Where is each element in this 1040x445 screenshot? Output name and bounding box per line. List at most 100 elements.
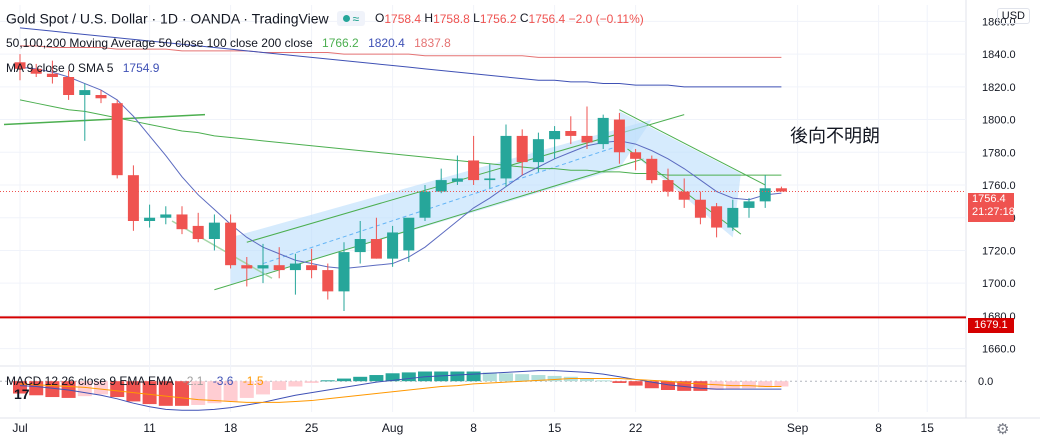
candle <box>613 113 625 164</box>
macd-histogram-bar <box>320 380 335 382</box>
candle <box>549 126 561 159</box>
wave-icon: ≈ <box>352 11 360 26</box>
down-channel-upper <box>619 109 766 186</box>
candle-body <box>176 214 188 230</box>
macd-histogram-bar <box>401 372 416 382</box>
candle <box>144 204 156 228</box>
trendline-lower-left <box>171 220 273 279</box>
candle-body <box>711 206 723 228</box>
macd-zero-label: 0.0 <box>978 376 993 388</box>
candle-body <box>127 175 139 221</box>
candle <box>79 83 91 141</box>
candle <box>743 198 755 218</box>
macd-histogram-bar <box>709 381 724 390</box>
macd-histogram-bar <box>531 375 546 382</box>
candle-body <box>225 222 237 266</box>
candle <box>306 248 318 279</box>
candle-body <box>111 103 123 176</box>
candle-body <box>630 152 642 159</box>
change-value: −2.0 (−0.11%) <box>568 11 644 26</box>
macd-histogram-bar <box>628 381 643 386</box>
candle-body <box>241 265 253 269</box>
candle-body <box>387 232 399 259</box>
y-tick-label: 1660.0 <box>982 344 1016 356</box>
candle <box>435 168 447 194</box>
candle-body <box>306 265 318 271</box>
macd-histogram-bar <box>272 381 287 390</box>
symbol-title[interactable]: Gold Spot / U.S. Dollar · 1D · OANDA · T… <box>6 10 329 27</box>
last-price: 1756.4 <box>972 193 1006 205</box>
candle <box>387 225 399 267</box>
candle <box>370 217 382 259</box>
macd-histogram-bar <box>353 376 368 382</box>
candle-body <box>500 135 512 179</box>
gear-icon[interactable]: ⚙ <box>996 421 1010 438</box>
x-tick-label: Sep <box>787 421 809 435</box>
macd-histogram-bar <box>644 381 659 389</box>
macd-histogram-bar <box>547 375 562 382</box>
ohlc-values: O1758.4 H1758.8 L1756.2 C1756.4 −2.0 (−0… <box>375 10 644 26</box>
candle <box>338 242 350 311</box>
price-axis <box>966 0 1040 445</box>
chart-annotation: 後向不明朗 <box>790 126 880 146</box>
candle <box>273 247 285 279</box>
candle <box>289 253 301 295</box>
candle-body <box>46 73 58 77</box>
x-tick-label: 8 <box>470 421 477 435</box>
candle-body <box>613 119 625 153</box>
candle <box>192 212 204 243</box>
candle-body <box>662 180 674 192</box>
candle <box>176 206 188 235</box>
y-tick-label: 1720.0 <box>982 245 1016 257</box>
macd-histogram-bar <box>661 381 675 390</box>
candle-body <box>338 252 350 292</box>
x-tick-label: 11 <box>143 421 156 435</box>
candle <box>532 132 544 172</box>
y-tick-label: 1840.0 <box>982 49 1016 61</box>
macd-histogram-bar <box>223 381 238 402</box>
signal-line <box>19 378 782 403</box>
candle-body <box>597 117 609 145</box>
last-price-tag: 1756.4 21:27:18 <box>968 193 1015 222</box>
macd-histogram-bar <box>693 381 708 391</box>
tradingview-logo: 17 <box>14 386 30 402</box>
currency-selector[interactable]: USD <box>996 8 1030 24</box>
symbol-header: Gold Spot / U.S. Dollar · 1D · OANDA · T… <box>6 9 644 26</box>
market-status-dot <box>342 15 350 23</box>
macd-histogram-bar <box>612 381 627 383</box>
ma200-line <box>20 45 782 58</box>
candle <box>30 63 42 77</box>
candle <box>678 178 690 208</box>
candle <box>597 114 609 149</box>
candle-body <box>451 178 463 182</box>
y-tick-label: 1700.0 <box>982 278 1016 290</box>
candle-body <box>370 239 382 259</box>
candle <box>581 106 593 149</box>
candle-body <box>419 191 431 218</box>
candle-body <box>403 217 415 251</box>
symbol-pill[interactable]: ≈ <box>336 10 366 26</box>
macd-legend[interactable]: MACD 12 26 close 9 EMA EMA -2.1 -3.6 -1.… <box>6 374 264 388</box>
candle-body <box>646 158 658 181</box>
x-tick-label: 22 <box>629 421 643 435</box>
candle <box>403 217 415 262</box>
candle <box>160 206 172 225</box>
candle <box>565 116 577 145</box>
ma9-legend[interactable]: MA 9 close 0 SMA 5 1754.9 <box>6 61 160 75</box>
support-price-tag: 1679.1 <box>968 318 1014 333</box>
candle <box>451 155 463 185</box>
candle-body <box>549 131 561 140</box>
x-tick-label: 8 <box>875 421 882 435</box>
candle-body <box>743 201 755 208</box>
channel-upper-line <box>246 114 685 243</box>
candle <box>241 257 253 287</box>
candle-body <box>322 270 334 292</box>
macd-histogram-bar <box>337 378 351 382</box>
macd-histogram-bar <box>94 381 108 395</box>
candle-body <box>581 135 593 143</box>
ma-multi-legend[interactable]: 50,100,200 Moving Average 50 close 100 c… <box>6 36 451 50</box>
macd-histogram-bar <box>450 371 465 382</box>
candle-body <box>144 217 156 221</box>
channel-lower-line <box>214 158 644 291</box>
